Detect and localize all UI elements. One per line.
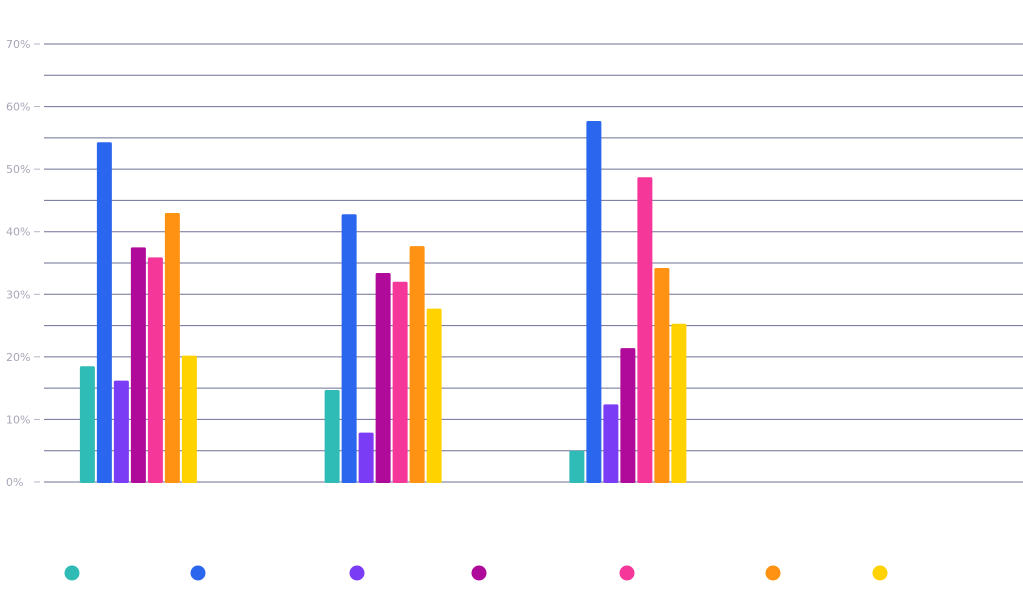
legend-swatch <box>619 565 635 581</box>
bar <box>324 390 340 483</box>
y-tick-label: 50% <box>6 163 30 176</box>
y-tick-label: 70% <box>6 38 30 51</box>
bar <box>569 450 585 483</box>
y-tick-label: 20% <box>6 351 30 364</box>
bar <box>426 308 442 483</box>
bar <box>586 120 602 483</box>
legend-swatch <box>64 565 80 581</box>
legend-swatch <box>471 565 487 581</box>
bar <box>130 247 146 483</box>
legend-swatch <box>190 565 206 581</box>
legend <box>64 565 888 581</box>
y-tick-label: 40% <box>6 226 30 239</box>
bar <box>392 281 408 483</box>
bar <box>654 268 670 483</box>
bar <box>113 380 129 483</box>
bar <box>637 177 653 483</box>
bar <box>671 323 687 483</box>
bar <box>375 273 391 483</box>
bar <box>147 257 163 483</box>
bars <box>79 120 687 484</box>
bar <box>181 355 197 483</box>
y-tick-label: 60% <box>6 101 30 114</box>
bar <box>164 212 180 483</box>
legend-swatch <box>872 565 888 581</box>
bar <box>358 432 374 483</box>
y-tick-label: 30% <box>6 288 30 301</box>
bar <box>96 142 112 484</box>
legend-swatch <box>349 565 365 581</box>
bar <box>603 404 619 483</box>
bar <box>620 348 636 483</box>
y-tick-label: 0% <box>6 476 23 489</box>
y-tick-label: 10% <box>6 413 30 426</box>
bar <box>341 214 357 484</box>
legend-swatch <box>765 565 781 581</box>
y-axis-ticks: 0% 10% 20% 30% 40% 50% 60% 70% <box>6 38 40 489</box>
gridlines <box>44 43 1023 483</box>
bar <box>79 366 95 483</box>
bar <box>409 246 425 483</box>
